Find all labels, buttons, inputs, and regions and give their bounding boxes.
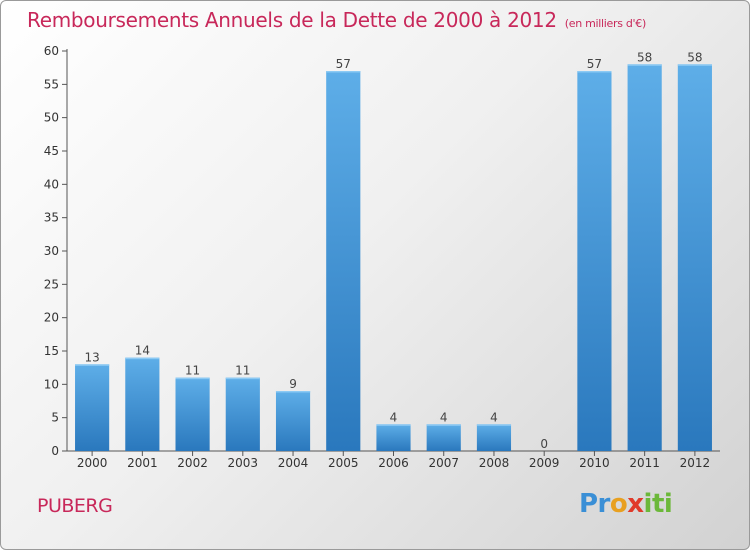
bar-highlight xyxy=(677,64,712,66)
bar xyxy=(476,424,512,451)
bar xyxy=(627,64,662,452)
bar-highlight xyxy=(125,357,160,360)
data-label: 58 xyxy=(637,50,652,64)
brand-logo: Proxiti xyxy=(579,489,673,519)
data-label: 4 xyxy=(390,410,398,424)
bar xyxy=(376,424,411,451)
data-label: 9 xyxy=(289,377,297,391)
x-tick-label: 2009 xyxy=(529,456,560,470)
x-tick-label: 2003 xyxy=(228,456,259,470)
bar xyxy=(175,377,210,451)
data-label: 13 xyxy=(84,350,99,364)
bar xyxy=(677,64,712,452)
data-label: 4 xyxy=(490,410,498,424)
y-tick-label: 20 xyxy=(44,311,59,325)
data-label: 4 xyxy=(440,410,448,424)
x-tick-label: 2008 xyxy=(479,456,510,470)
bar-highlight xyxy=(627,64,662,66)
bar xyxy=(225,377,260,451)
data-label: 11 xyxy=(185,364,200,378)
data-label: 14 xyxy=(135,344,150,358)
bar-highlight xyxy=(225,377,260,380)
chart-title: Remboursements Annuels de la Dette de 20… xyxy=(27,8,646,32)
bar-highlight xyxy=(476,424,512,426)
data-label: 0 xyxy=(540,437,548,451)
bar-highlight xyxy=(426,424,461,426)
y-tick-label: 0 xyxy=(51,444,59,458)
bar xyxy=(426,424,461,451)
title-unit: (en milliers d'€) xyxy=(564,17,646,30)
data-label: 11 xyxy=(235,364,250,378)
bar xyxy=(577,71,612,451)
x-tick-label: 2007 xyxy=(428,456,459,470)
x-tick-label: 2006 xyxy=(378,456,409,470)
y-tick-label: 15 xyxy=(44,344,59,358)
bar xyxy=(275,391,311,451)
bar-highlight xyxy=(75,364,110,366)
bar-highlight xyxy=(376,424,411,426)
x-tick-label: 2001 xyxy=(127,456,158,470)
x-tick-label: 2012 xyxy=(680,456,711,470)
x-tick-label: 2005 xyxy=(328,456,359,470)
y-tick-label: 30 xyxy=(44,244,59,258)
y-tick-label: 60 xyxy=(44,44,59,58)
bar-highlight xyxy=(275,391,311,393)
x-tick-label: 2010 xyxy=(579,456,610,470)
bar-highlight xyxy=(577,71,612,73)
place-name: PUBERG xyxy=(37,495,113,517)
y-tick-label: 10 xyxy=(44,377,59,391)
bar xyxy=(326,71,361,451)
y-tick-label: 40 xyxy=(44,177,59,191)
x-tick-label: 2004 xyxy=(278,456,309,470)
y-tick-label: 45 xyxy=(44,144,59,158)
x-tick-label: 2011 xyxy=(629,456,660,470)
x-tick-label: 2002 xyxy=(177,456,208,470)
y-tick-label: 55 xyxy=(44,77,59,91)
y-tick-label: 50 xyxy=(44,111,59,125)
title-text: Remboursements Annuels de la Dette de 20… xyxy=(27,8,557,32)
data-label: 57 xyxy=(587,57,602,71)
bar xyxy=(125,357,160,451)
bar-highlight xyxy=(326,71,361,73)
bar xyxy=(75,364,110,451)
y-tick-label: 25 xyxy=(44,277,59,291)
bar-highlight xyxy=(175,377,210,380)
y-tick-label: 5 xyxy=(51,411,59,425)
y-tick-label: 35 xyxy=(44,211,59,225)
data-label: 58 xyxy=(687,50,702,64)
data-label: 57 xyxy=(336,57,351,71)
x-tick-label: 2000 xyxy=(77,456,108,470)
